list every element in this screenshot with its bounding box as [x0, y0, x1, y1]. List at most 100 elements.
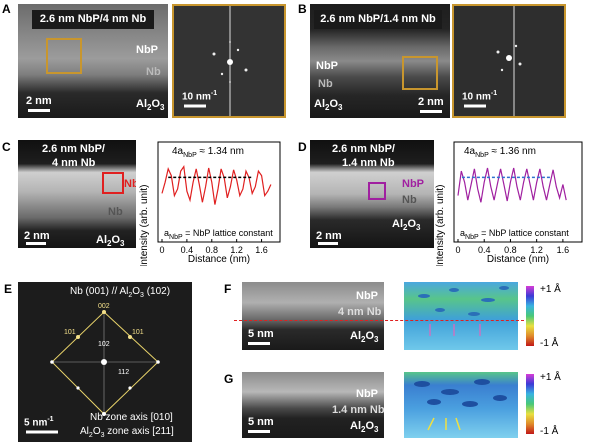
scale-label: 5 nm-1	[24, 416, 54, 429]
layer-label-nb: Nb	[318, 78, 333, 90]
layer-label-nbp: NbP	[124, 178, 136, 190]
colorbar-min: -1 Å	[540, 426, 559, 437]
scale-bar	[318, 242, 338, 245]
panel-label-g: G	[224, 372, 234, 386]
scale-bar	[420, 110, 442, 113]
x-tick-label: 0.8	[504, 245, 517, 255]
x-tick-label: 1.6	[557, 245, 570, 255]
image-title-line2: 4 nm Nb	[52, 157, 96, 169]
layer-label-nb: Nb	[402, 194, 417, 206]
fft-pattern	[464, 6, 522, 116]
series-line	[457, 167, 567, 203]
fft-scale-label: 10 nm-1	[462, 90, 498, 103]
layer-label-nbp: NbP	[356, 388, 378, 400]
diffraction-title: Nb (001) // Al2O3 (102)	[70, 286, 171, 299]
x-tick-label: 0	[455, 245, 460, 255]
colorbar-max: +1 Å	[540, 284, 561, 295]
x-tick-label: 0.4	[478, 245, 491, 255]
zone-axis-al2o3: Al2O3 zone axis [211]	[80, 426, 174, 439]
scale-label: 2 nm	[316, 230, 342, 242]
strain-map-g	[404, 372, 518, 438]
annotation: 4aNbP ≈ 1.36 nm	[464, 146, 536, 159]
scale-label: 2 nm	[26, 95, 52, 107]
substrate-label: Al2O3	[314, 98, 343, 113]
stem-image-a: 2.6 nm NbP/4 nm Nb NbP Nb 2 nm Al2O3	[18, 4, 168, 118]
panel-label-a: A	[2, 2, 11, 16]
spot-101-right: 101	[132, 329, 144, 336]
layer-label-nbp: NbP	[402, 178, 424, 190]
selection-box	[46, 38, 82, 74]
fft-scale-label: 10 nm-1	[182, 90, 218, 103]
colorbar-max: +1 Å	[540, 372, 561, 383]
substrate-label: Al2O3	[350, 330, 379, 345]
x-axis-label: Distance (nm)	[188, 254, 250, 265]
stem-image-f: NbP 4 nm Nb 5 nm Al2O3	[242, 282, 384, 350]
layer-label-nb: Nb	[108, 206, 123, 218]
spot-002: 002	[98, 303, 110, 310]
layer-label-nb: 1.4 nm Nb	[332, 404, 384, 416]
footnote: aNbP = NbP lattice constant	[164, 228, 273, 241]
stem-image-b: 2.6 nm NbP/1.4 nm Nb NbP Nb Al2O3 2 nm	[310, 4, 450, 118]
diffraction-image-e: 002 101 101 102 112 Nb (001) // Al2O3 (1…	[18, 282, 192, 442]
selection-box	[368, 182, 386, 200]
intensity-plot-d: Intensity (arb. unit) 4aNbP ≈ 1.36 nm aN…	[435, 141, 583, 266]
spot-101-left: 101	[64, 329, 76, 336]
panel-label-e: E	[4, 282, 13, 296]
substrate-label: Al2O3	[136, 98, 165, 113]
interface-line-f	[234, 320, 524, 321]
annotation: 4aNbP ≈ 1.34 nm	[172, 146, 244, 159]
substrate-label: Al2O3	[392, 218, 421, 233]
diffraction-pattern: 002 101 101 102 112	[26, 303, 160, 434]
scale-label: 5 nm	[248, 328, 274, 340]
x-tick-label: 0.4	[181, 245, 194, 255]
scale-label: 2 nm	[418, 96, 444, 108]
selection-box	[102, 172, 124, 194]
x-tick-label: 0.8	[206, 245, 219, 255]
layer-label-nb: Nb	[146, 66, 161, 78]
panel-label-b: B	[298, 2, 307, 16]
stem-image-d: 2.6 nm NbP/ 1.4 nm Nb NbP Nb Al2O3 2 nm	[310, 140, 434, 248]
selection-box	[402, 56, 438, 90]
fft-pattern	[184, 6, 248, 116]
strain-map-f	[404, 282, 518, 350]
panel-label-f: F	[224, 282, 232, 296]
x-tick-label: 1.2	[530, 245, 543, 255]
image-title-line1: 2.6 nm NbP/	[332, 143, 395, 155]
scale-label: 5 nm	[248, 416, 274, 428]
fft-image-a: 10 nm-1	[172, 4, 286, 118]
panel-label-c: C	[2, 140, 11, 154]
x-tick-label: 1.6	[255, 245, 268, 255]
y-axis-label: Intensity (arb. unit)	[139, 185, 150, 266]
x-axis-label: Distance (nm)	[487, 254, 549, 265]
substrate-label: Al2O3	[350, 420, 379, 435]
zone-axis-nb: Nb zone axis [010]	[90, 412, 173, 423]
layer-label-nbp: NbP	[316, 60, 338, 72]
scale-bar	[248, 430, 270, 433]
x-tick-label: 1.2	[230, 245, 243, 255]
image-title-line1: 2.6 nm NbP/	[42, 143, 105, 155]
scale-bar	[26, 242, 46, 245]
scale-bar	[28, 109, 50, 112]
image-title-line2: 1.4 nm Nb	[342, 157, 395, 169]
colorbar-g	[526, 374, 534, 434]
scale-bar	[248, 342, 270, 345]
colorbar-f	[526, 286, 534, 346]
scale-label: 2 nm	[24, 230, 50, 242]
footnote: aNbP = NbP lattice constant	[460, 228, 569, 241]
series-line	[161, 164, 272, 205]
spot-112: 112	[118, 369, 129, 376]
y-axis-label: Intensity (arb. unit)	[435, 185, 446, 266]
fft-image-b: 10 nm-1	[452, 4, 566, 118]
spot-102: 102	[98, 341, 110, 348]
image-title: 2.6 nm NbP/4 nm Nb	[32, 10, 154, 29]
colorbar-min: -1 Å	[540, 338, 559, 349]
image-title: 2.6 nm NbP/1.4 nm Nb	[314, 10, 442, 29]
stem-image-c: 2.6 nm NbP/ 4 nm Nb NbP Nb 2 nm Al2O3	[18, 140, 136, 248]
intensity-plot-c: Intensity (arb. unit) 4aNbP ≈ 1.34 nm aN…	[139, 141, 281, 266]
layer-label-nb: 4 nm Nb	[338, 306, 382, 318]
layer-label-nbp: NbP	[356, 290, 378, 302]
layer-label-nbp: NbP	[136, 44, 158, 56]
x-tick-label: 0	[159, 245, 164, 255]
stem-image-g: NbP 1.4 nm Nb 5 nm Al2O3	[242, 372, 384, 438]
substrate-label: Al2O3	[96, 234, 125, 248]
